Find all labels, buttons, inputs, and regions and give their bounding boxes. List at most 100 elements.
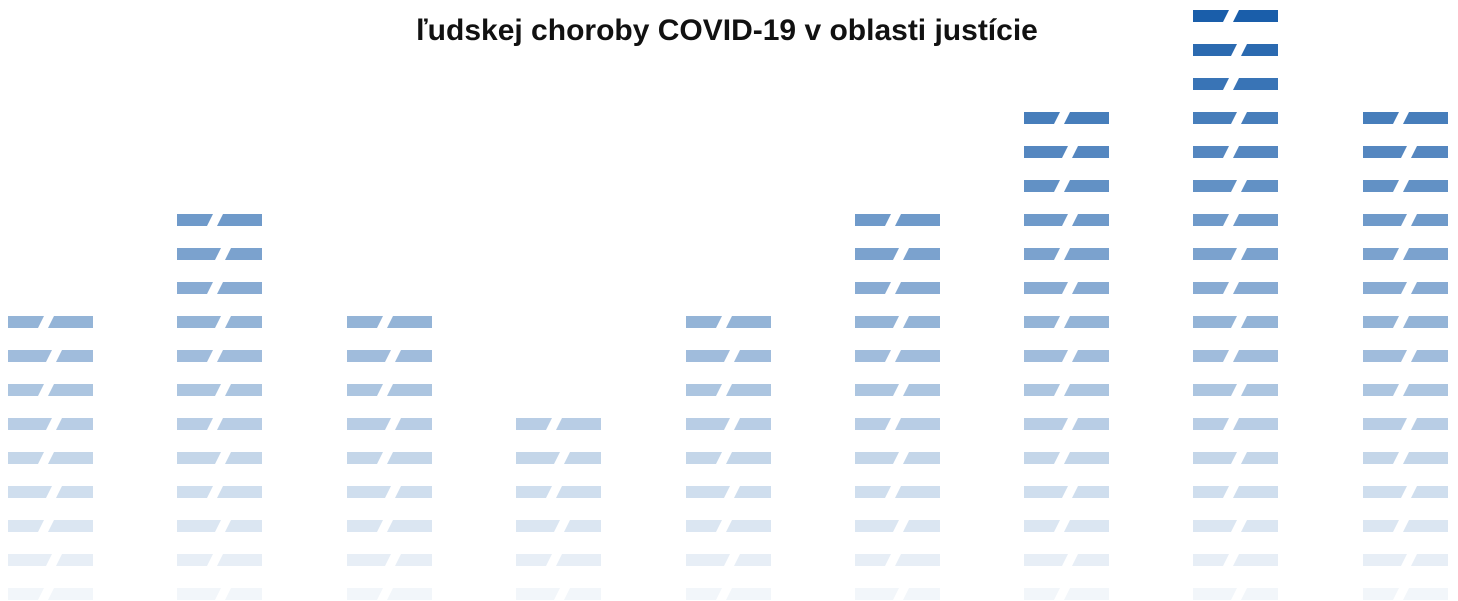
stack-segment [177,350,213,362]
stack-segment [903,520,940,532]
stack-segment [1193,78,1229,90]
stack-segment [1193,214,1229,226]
stack-segment [855,214,891,226]
stack-segment [855,384,899,396]
stack-segment [1193,384,1237,396]
stack-segment [1411,282,1448,294]
stack-segment [56,418,93,430]
stack-segment [686,418,730,430]
stack-segment [1193,350,1229,362]
stack-segment [903,248,940,260]
stack-segment [855,282,891,294]
stack-segment [895,214,940,226]
stack-segment [347,554,391,566]
stack-segment [347,452,383,464]
stack-segment [8,486,52,498]
stack-segment [1411,486,1448,498]
stack-segment [217,282,262,294]
stack-segment [855,452,899,464]
stack-segment [1193,554,1229,566]
stack-segment [347,418,391,430]
stack-segment [686,384,722,396]
stack-segment [1411,418,1448,430]
stack-segment [48,384,93,396]
stack-segment [1072,350,1109,362]
stack-segment [1411,350,1448,362]
page-title: ľudskej choroby COVID-19 v oblasti justí… [416,14,1038,47]
stack-segment [1241,112,1278,124]
stack-segment [855,486,891,498]
stack-segment [1403,452,1448,464]
stack-segment [516,520,560,532]
stack-segment [1363,112,1399,124]
stack-segment [8,418,52,430]
stack-segment [734,418,771,430]
stack-segment [1241,316,1278,328]
stack-segment [1193,486,1229,498]
stack-segment [1064,248,1109,260]
stack-segment [177,418,213,430]
stack-segment [347,588,383,600]
stack-segment [177,214,213,226]
stack-segment [217,350,262,362]
stack-segment [1241,180,1278,192]
stack-segment [56,554,93,566]
stack-segment [387,588,432,600]
stack-segment [56,350,93,362]
stack-segment [1064,180,1109,192]
stack-segment [564,452,601,464]
stack-segment [1024,316,1060,328]
stack-segment [1072,282,1109,294]
stack-segment [1233,554,1278,566]
stack-segment [1241,248,1278,260]
stack-segment [1363,214,1407,226]
stack-segment [395,350,432,362]
stack-segment [855,248,899,260]
stack-segment [516,452,560,464]
stack-segment [1233,486,1278,498]
stack-segment [855,350,891,362]
stack-segment [1233,214,1278,226]
stack-segment [1193,282,1229,294]
stack-segment [1233,282,1278,294]
stack-segment [347,316,383,328]
stack-segment [1024,180,1060,192]
stack-segment [903,588,940,600]
stack-segment [347,384,383,396]
stack-segment [516,588,560,600]
stack-segment [1193,180,1237,192]
stack-segment [556,486,601,498]
stack-segment [726,452,771,464]
stack-segment [1024,520,1060,532]
stack-segment [564,520,601,532]
stack-segment [1072,146,1109,158]
stack-segment [1193,112,1237,124]
stack-segment [177,520,221,532]
stack-segment [726,384,771,396]
stack-segment [1024,486,1068,498]
stack-segment [564,588,601,600]
stack-segment [1024,112,1060,124]
stack-segment [177,282,213,294]
stack-segment [1363,384,1399,396]
stack-segment [1363,316,1399,328]
stack-segment [8,452,44,464]
stack-segment [903,316,940,328]
stack-segment [347,520,383,532]
stack-segment [1193,520,1237,532]
stack-segment [1072,486,1109,498]
stack-segment [1193,418,1229,430]
stack-segment [225,316,262,328]
stack-segment [686,486,730,498]
stack-segment [387,520,432,532]
stack-segment [516,554,552,566]
stack-segment [8,520,44,532]
stack-segment [1072,554,1109,566]
stack-segment [225,384,262,396]
stack-segment [217,418,262,430]
stack-segment [1024,418,1068,430]
stack-segment [1363,350,1407,362]
stack-segment [177,248,221,260]
